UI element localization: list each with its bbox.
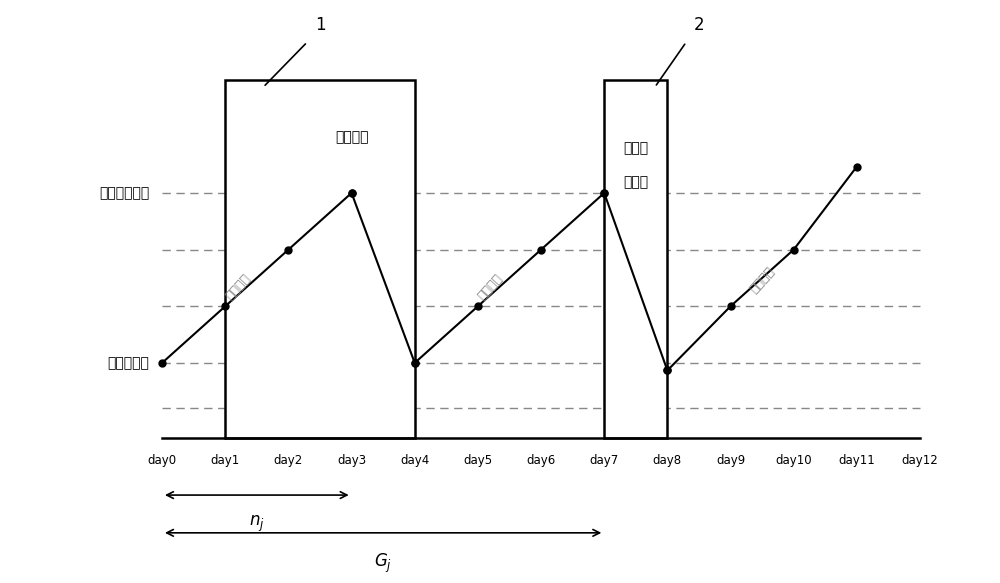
Text: day10: day10 (775, 454, 812, 466)
Text: 重大降: 重大降 (623, 141, 648, 155)
Text: day0: day0 (148, 454, 177, 466)
Text: day3: day3 (337, 454, 366, 466)
Text: day1: day1 (211, 454, 240, 466)
Text: day9: day9 (716, 454, 745, 466)
Text: 2: 2 (694, 16, 704, 34)
Text: day7: day7 (590, 454, 619, 466)
Text: day12: day12 (902, 454, 938, 466)
Text: day5: day5 (463, 454, 492, 466)
Text: day8: day8 (653, 454, 682, 466)
Text: 1: 1 (315, 16, 325, 34)
Text: day11: day11 (838, 454, 875, 466)
Text: $G_j$: $G_j$ (374, 552, 392, 575)
Text: day4: day4 (400, 454, 429, 466)
Text: 灰尘累积: 灰尘累积 (223, 272, 253, 303)
Text: 灰尘累积: 灰尘累积 (747, 264, 777, 296)
Text: day2: day2 (274, 454, 303, 466)
Text: 灰尘累积: 灰尘累积 (476, 272, 505, 303)
Text: 人工清洗阈値: 人工清洗阈値 (99, 186, 149, 200)
Text: 清洗复位値: 清洗复位値 (108, 356, 149, 370)
Text: 雨事件: 雨事件 (623, 175, 648, 189)
Text: day6: day6 (526, 454, 556, 466)
Bar (604, 80, 667, 438)
Bar (225, 80, 415, 438)
Text: $n_j$: $n_j$ (249, 514, 265, 534)
Text: 人工清洗: 人工清洗 (335, 130, 368, 144)
